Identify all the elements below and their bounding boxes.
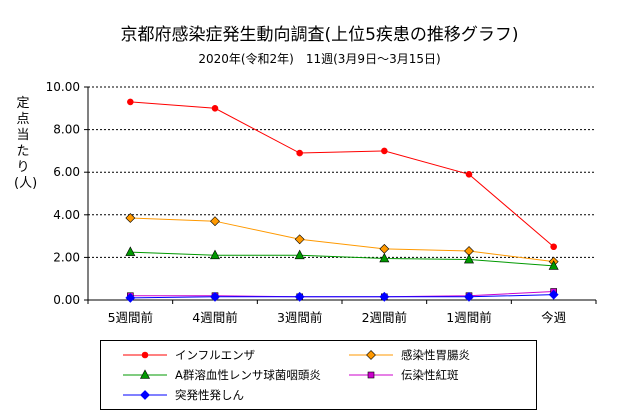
series-4-point	[464, 291, 474, 302]
series-2-point	[125, 246, 136, 256]
legend-marker	[140, 390, 150, 400]
series-2-point	[210, 249, 220, 260]
series-2-line	[130, 251, 554, 267]
legend-label: 感染性胃腸炎	[401, 348, 470, 362]
legend: インフルエンザ 感染性胃腸炎 A群溶血性レンサ球菌咽頭炎 伝染性紅斑突発性発しん	[100, 340, 537, 410]
legend-marker	[367, 371, 375, 379]
y-tick-label: 4.00	[53, 208, 80, 222]
series-2-point	[548, 260, 559, 270]
series-2-point	[464, 253, 474, 264]
y-tick-label: 10.00	[46, 80, 80, 94]
x-tick-label: 2週間前	[362, 310, 407, 325]
y-tick-label: 2.00	[53, 250, 80, 264]
series-0	[127, 98, 557, 251]
legend-marker	[140, 369, 150, 379]
y-tick-label: 0.00	[53, 293, 80, 307]
legend-label: インフルエンザ	[175, 348, 256, 362]
x-tick-label: 4週間前	[192, 310, 237, 325]
series-3	[127, 288, 557, 301]
x-tick-label: 3週間前	[277, 310, 322, 325]
series-0-line	[130, 101, 554, 248]
series-1-line	[130, 217, 554, 263]
chart-subtitle: 2020年(令和2年) 11週(3月9日～3月15日)	[198, 52, 441, 66]
series-4-point	[379, 291, 390, 302]
legend-marker	[366, 350, 376, 360]
series-0-point	[211, 105, 219, 112]
legend-swatch	[349, 371, 393, 379]
legend-swatch	[123, 369, 167, 379]
y-tick-label: 6.00	[53, 165, 80, 179]
series-4	[125, 289, 559, 303]
plot-area: 0.00 2.00 4.00 6.00 8.00 10.00 5週間前 4週間前 3週間前 2週間…	[46, 80, 597, 325]
series-0-point	[296, 149, 303, 157]
legend-swatch	[123, 351, 167, 359]
series-2	[125, 246, 559, 270]
x-tick-label: 5週間前	[108, 310, 153, 325]
series-0-point	[550, 243, 557, 251]
series-4-point	[548, 289, 559, 300]
series-4-point	[125, 292, 136, 303]
series-1-point	[379, 243, 390, 254]
legend-swatch	[349, 350, 393, 360]
chart-title: 京都府感染症発生動向調査(上位5疾患の推移グラフ)	[120, 25, 519, 45]
series-1-point	[294, 234, 305, 245]
series-4-point	[294, 291, 305, 302]
series-1-point	[125, 213, 136, 223]
legend-swatch	[123, 390, 167, 400]
series-0-point	[465, 171, 473, 178]
series-4-line	[130, 294, 554, 299]
y-tick-label: 8.00	[53, 123, 80, 137]
series-1	[125, 213, 559, 267]
x-tick-label: 今週	[541, 310, 567, 325]
series-2-point	[294, 249, 305, 260]
legend-label: A群溶血性レンサ球菌咽頭炎	[175, 368, 321, 382]
series-0-point	[127, 98, 134, 106]
series-4-point	[210, 291, 220, 302]
y-axis-label: 定点当たり(人)	[14, 96, 38, 191]
series-1-point	[210, 216, 220, 227]
x-tick-label: 1週間前	[446, 310, 491, 325]
legend-marker	[141, 351, 149, 359]
series-2-point	[379, 252, 390, 263]
series-0-point	[381, 147, 388, 155]
legend-label: 伝染性紅斑	[401, 368, 459, 382]
legend-label: 突発性発しん	[175, 388, 244, 402]
